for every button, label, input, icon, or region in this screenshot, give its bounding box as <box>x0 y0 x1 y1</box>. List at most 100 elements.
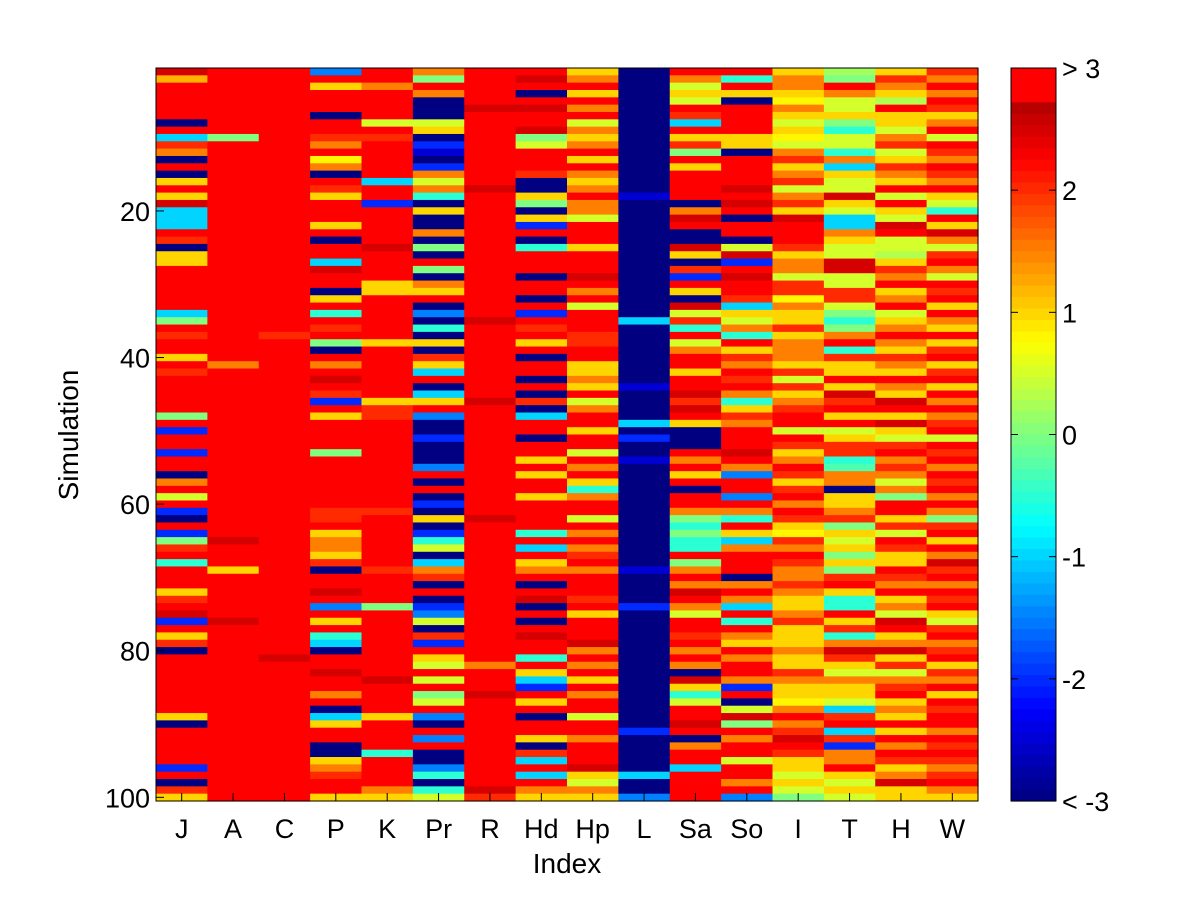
heatmap-cell <box>310 698 363 707</box>
heatmap-cell <box>412 639 465 648</box>
heatmap-cell <box>156 581 208 590</box>
heatmap-cell <box>156 383 208 392</box>
heatmap-cell <box>567 82 619 91</box>
heatmap-cell <box>258 243 311 252</box>
heatmap-cell <box>618 742 671 751</box>
heatmap-cell <box>567 214 619 223</box>
x-tick-label: T <box>841 814 858 844</box>
heatmap-cell <box>926 493 979 502</box>
heatmap-cell <box>772 639 825 648</box>
heatmap-cell <box>361 515 414 524</box>
heatmap-cell <box>207 251 260 260</box>
heatmap-cell <box>310 529 363 538</box>
colorbar-swatch <box>1011 239 1056 252</box>
colorbar-swatch <box>1011 571 1056 584</box>
heatmap-cell <box>464 434 517 443</box>
heatmap-cell <box>207 493 260 502</box>
heatmap-cell <box>156 617 208 626</box>
heatmap-cell <box>669 610 722 619</box>
heatmap-cell <box>310 397 363 406</box>
heatmap-cell <box>926 434 979 443</box>
heatmap-cell <box>823 632 876 641</box>
heatmap-cell <box>207 148 260 157</box>
heatmap-cell <box>464 500 517 509</box>
heatmap-cell <box>669 551 722 560</box>
heatmap-cell <box>258 170 311 179</box>
heatmap-cell <box>258 119 311 128</box>
heatmap-cell <box>156 104 208 113</box>
heatmap-cell <box>412 749 465 758</box>
heatmap-cell <box>207 346 260 355</box>
heatmap-cell <box>567 287 619 296</box>
heatmap-cell <box>772 529 825 538</box>
plot-frame <box>155 67 979 802</box>
heatmap-cell <box>464 493 517 502</box>
heatmap-cell <box>721 463 774 472</box>
heatmap-cell <box>515 735 568 743</box>
heatmap-cell <box>412 588 465 597</box>
colorbar-tick-label: 0 <box>1062 421 1077 451</box>
heatmap-cell <box>361 229 414 238</box>
heatmap-cell <box>926 82 979 91</box>
heatmap-cell <box>772 89 825 98</box>
heatmap-cell <box>823 676 876 685</box>
heatmap-cell <box>926 544 979 553</box>
heatmap-cell <box>669 764 722 773</box>
colorbar-swatch <box>1011 617 1056 630</box>
heatmap-cell <box>515 551 568 560</box>
x-tick-label: C <box>275 814 295 844</box>
heatmap-cell <box>207 419 260 428</box>
heatmap-cell <box>875 258 928 267</box>
heatmap-cell <box>926 89 979 98</box>
heatmap-cell <box>618 764 671 773</box>
heatmap-cell <box>156 251 208 260</box>
colorbar-swatch <box>1011 652 1056 665</box>
heatmap-cell <box>875 625 928 634</box>
heatmap-cell <box>207 273 260 282</box>
heatmap-cell <box>515 471 568 480</box>
heatmap-cell <box>515 302 568 311</box>
heatmap-cell <box>618 82 671 91</box>
heatmap-cell <box>258 199 311 208</box>
heatmap-cell <box>310 177 363 186</box>
heatmap-cell <box>618 456 671 465</box>
heatmap-cell <box>772 698 825 707</box>
heatmap-cell <box>669 155 722 164</box>
heatmap-cell <box>567 610 619 619</box>
heatmap-cell <box>258 669 311 677</box>
heatmap-cell <box>618 566 671 575</box>
heatmap-cell <box>412 89 465 98</box>
heatmap-cell <box>207 155 260 164</box>
heatmap-cell <box>875 727 928 736</box>
heatmap-cell <box>721 566 774 575</box>
heatmap-cell <box>464 529 517 538</box>
heatmap-cell <box>361 647 414 655</box>
colorbar-swatch <box>1011 113 1056 126</box>
heatmap-cell <box>412 97 465 106</box>
heatmap-cell <box>515 625 568 634</box>
heatmap-cell <box>258 764 311 773</box>
heatmap-cell <box>156 405 208 414</box>
colorbar-swatch <box>1011 148 1056 161</box>
heatmap-cell <box>464 133 517 142</box>
heatmap-cell <box>669 456 722 465</box>
heatmap-cell <box>207 647 260 655</box>
heatmap-cell <box>515 427 568 436</box>
heatmap-cell <box>567 111 619 120</box>
heatmap-cell <box>412 361 465 370</box>
heatmap-cell <box>361 221 414 230</box>
heatmap-cell <box>567 361 619 370</box>
heatmap-cell <box>669 148 722 157</box>
heatmap-cell <box>207 339 260 348</box>
heatmap-cell <box>361 573 414 582</box>
heatmap-cell <box>156 148 208 157</box>
colorbar-swatch <box>1011 400 1056 413</box>
heatmap-cell <box>412 720 465 729</box>
colorbar-swatch <box>1011 583 1056 596</box>
heatmap-cell <box>412 331 465 340</box>
heatmap-cell <box>772 786 825 795</box>
heatmap-cell <box>464 449 517 458</box>
heatmap-cell <box>618 544 671 553</box>
heatmap-cell <box>464 405 517 414</box>
heatmap-cell <box>926 155 979 164</box>
